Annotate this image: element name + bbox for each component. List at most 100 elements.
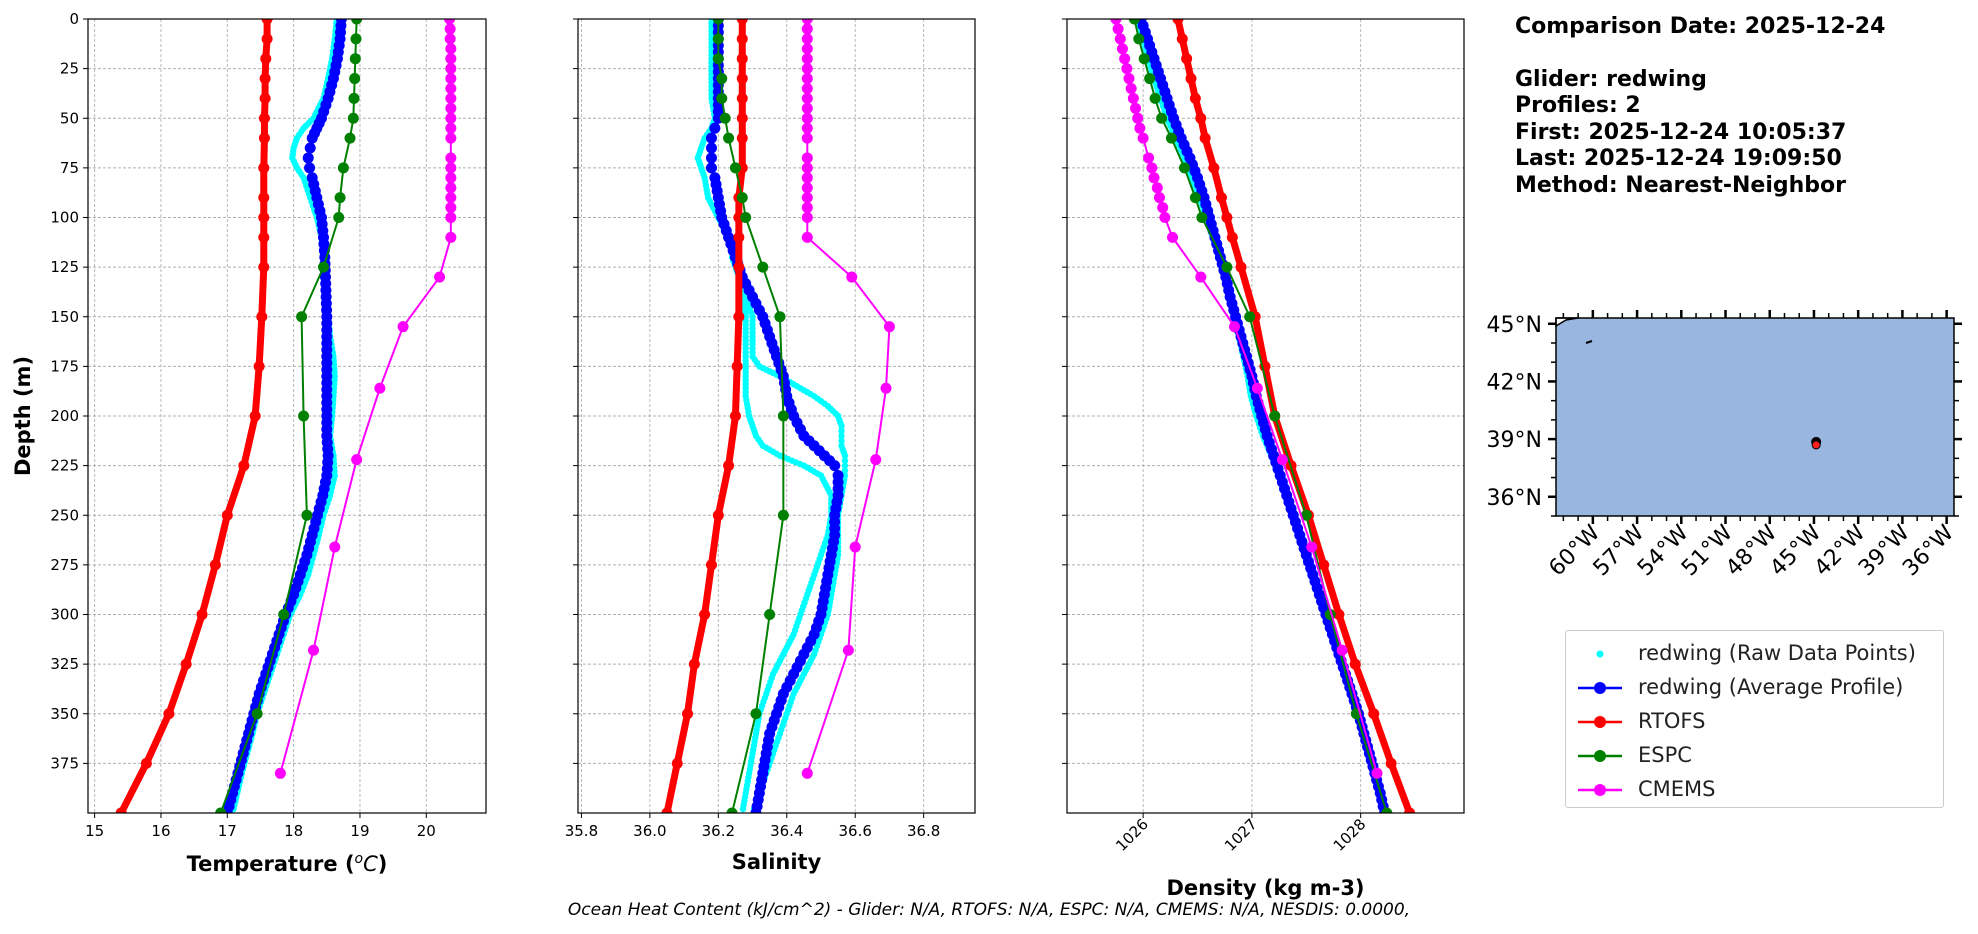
y-tick-label: 25 <box>60 60 79 78</box>
data-point <box>334 192 346 204</box>
data-point <box>258 112 270 124</box>
raw-point <box>838 432 845 440</box>
data-point <box>1196 212 1208 223</box>
raw-point <box>841 467 849 474</box>
data-point <box>774 311 786 323</box>
data-point <box>1318 559 1330 571</box>
data-point <box>801 23 813 35</box>
data-point <box>842 644 854 656</box>
series-rtofs <box>1172 19 1416 813</box>
data-point <box>729 410 741 422</box>
data-point <box>801 112 813 124</box>
salinity-panel: 35.8 36.0 36.2 36.4 36.6 36.8 Salinity <box>565 18 976 874</box>
data-point <box>1251 382 1263 394</box>
data-point <box>736 19 748 25</box>
data-point <box>1189 192 1201 204</box>
temperature-x-ticks: 15 16 17 18 19 20 <box>85 813 436 840</box>
data-point <box>736 132 748 144</box>
map-lat-label: 36°N <box>1487 486 1542 511</box>
raw-point <box>841 452 849 459</box>
data-point <box>253 360 265 372</box>
data-point <box>238 460 250 472</box>
footer-text: Ocean Heat Content (kJ/cm^2) - Glider: N… <box>567 900 1411 920</box>
y-tick-label: 375 <box>50 754 79 772</box>
x-axis-label: Temperature (oC) <box>187 851 388 876</box>
legend-swatch <box>1596 650 1604 658</box>
data-point <box>349 73 361 85</box>
data-point <box>705 152 717 164</box>
data-point <box>688 658 700 670</box>
y-tick-label: 325 <box>50 655 79 673</box>
data-point <box>445 192 457 204</box>
density-panel: 1026 1027 1028 Density (kg m-3) <box>1062 18 1465 900</box>
data-point <box>736 112 748 124</box>
legend-marker <box>1594 750 1606 762</box>
raw-point <box>841 462 849 469</box>
data-point <box>1153 192 1165 204</box>
data-point <box>1138 53 1150 65</box>
data-point <box>1110 19 1122 25</box>
data-point <box>1114 33 1126 45</box>
data-point <box>736 192 748 204</box>
x-tick-label: 35.8 <box>565 822 598 840</box>
y-tick-label: 100 <box>50 209 79 227</box>
data-point <box>1178 162 1190 174</box>
data-point <box>333 212 345 223</box>
data-point <box>1130 102 1142 114</box>
x-tick-label: 17 <box>218 822 237 840</box>
series-espc <box>712 19 789 813</box>
data-point <box>1221 261 1233 273</box>
y-tick-label: 300 <box>50 606 79 624</box>
data-point <box>777 410 789 422</box>
map-ocean <box>1556 318 1954 516</box>
data-point <box>258 231 270 243</box>
x-tick-label: 15 <box>85 822 104 840</box>
data-point <box>1144 73 1156 85</box>
data-point <box>705 559 717 571</box>
data-point <box>705 132 717 144</box>
data-point <box>733 231 745 243</box>
data-point <box>1123 73 1135 85</box>
data-point <box>1132 112 1144 124</box>
data-point <box>801 73 813 85</box>
data-point <box>1276 454 1288 466</box>
data-point <box>258 132 270 144</box>
data-point <box>849 541 861 553</box>
data-point <box>261 19 273 25</box>
x-tick-label: 1027 <box>1221 815 1261 855</box>
data-point <box>444 23 456 35</box>
data-point <box>445 162 457 174</box>
x-axis-label: Density (kg m-3) <box>1166 876 1364 900</box>
x-tick-label: 36.2 <box>702 822 735 840</box>
data-point <box>317 261 329 273</box>
data-point <box>1156 112 1168 124</box>
data-point <box>661 807 673 813</box>
data-point <box>308 644 320 656</box>
raw-point <box>739 805 747 813</box>
data-point <box>1127 92 1139 104</box>
data-point <box>1189 92 1201 104</box>
data-point <box>729 162 741 174</box>
data-point <box>736 33 748 45</box>
y-tick-label: 50 <box>60 109 79 127</box>
data-point <box>445 172 457 184</box>
data-point <box>1229 321 1241 333</box>
data-point <box>1167 231 1179 243</box>
data-point <box>301 509 313 521</box>
data-point <box>337 162 349 174</box>
density-x-ticks: 1026 1027 1028 <box>1112 813 1369 855</box>
data-point <box>712 19 724 25</box>
data-point <box>801 212 813 223</box>
data-point <box>258 192 270 204</box>
data-point <box>1112 23 1124 35</box>
data-point <box>445 102 457 114</box>
data-point <box>1300 509 1312 521</box>
data-point <box>1165 132 1177 144</box>
y-tick-label: 175 <box>50 357 79 375</box>
data-point <box>434 271 446 283</box>
data-point <box>115 807 127 813</box>
data-point <box>445 92 457 104</box>
legend-marker <box>1596 650 1604 658</box>
legend-swatch <box>1578 716 1622 728</box>
